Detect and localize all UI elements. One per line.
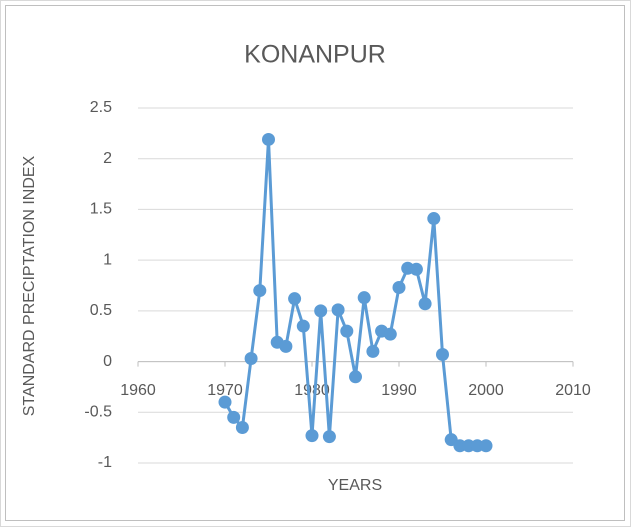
x-tick-label: 2000 <box>468 382 504 399</box>
y-tick-label: 2.5 <box>90 99 112 116</box>
x-tick-label: 1980 <box>294 382 330 399</box>
data-point <box>288 292 302 306</box>
data-point <box>383 327 397 341</box>
data-point <box>305 429 319 443</box>
data-point <box>296 319 310 333</box>
data-point <box>409 262 423 276</box>
data-point <box>227 410 241 424</box>
data-point <box>253 284 267 298</box>
chart-title: KONANPUR <box>244 41 386 69</box>
data-point <box>331 303 345 317</box>
data-point <box>366 344 380 358</box>
data-point <box>357 291 371 305</box>
data-point <box>392 281 406 295</box>
data-point <box>262 132 275 146</box>
x-tick-label: 1960 <box>120 382 156 399</box>
data-point <box>479 439 493 453</box>
data-point <box>340 324 354 338</box>
data-point <box>235 421 249 434</box>
data-point <box>418 297 432 311</box>
y-tick-label: -0.5 <box>84 404 112 421</box>
x-tick-label: 1990 <box>381 382 417 399</box>
y-tick-label: 1.5 <box>90 201 112 218</box>
y-tick-label: 2 <box>103 150 112 167</box>
y-tick-label: 0.5 <box>90 302 112 319</box>
data-point <box>244 352 258 366</box>
y-axis-label: STANDARD PRECIPTATION INDEX <box>21 155 38 416</box>
y-tick-label: 0 <box>103 353 112 370</box>
data-point <box>322 430 336 444</box>
chart-border <box>5 5 625 521</box>
data-point <box>436 347 449 361</box>
data-point <box>218 395 232 409</box>
data-point <box>427 212 441 226</box>
y-tick-label: -1 <box>98 454 112 471</box>
x-axis-label: YEARS <box>328 477 382 494</box>
data-point <box>314 304 328 318</box>
y-tick-label: 1 <box>103 251 112 268</box>
data-point <box>349 370 362 384</box>
data-point <box>279 339 293 353</box>
x-tick-label: 2010 <box>555 382 591 399</box>
x-tick-label: 1970 <box>207 382 243 399</box>
